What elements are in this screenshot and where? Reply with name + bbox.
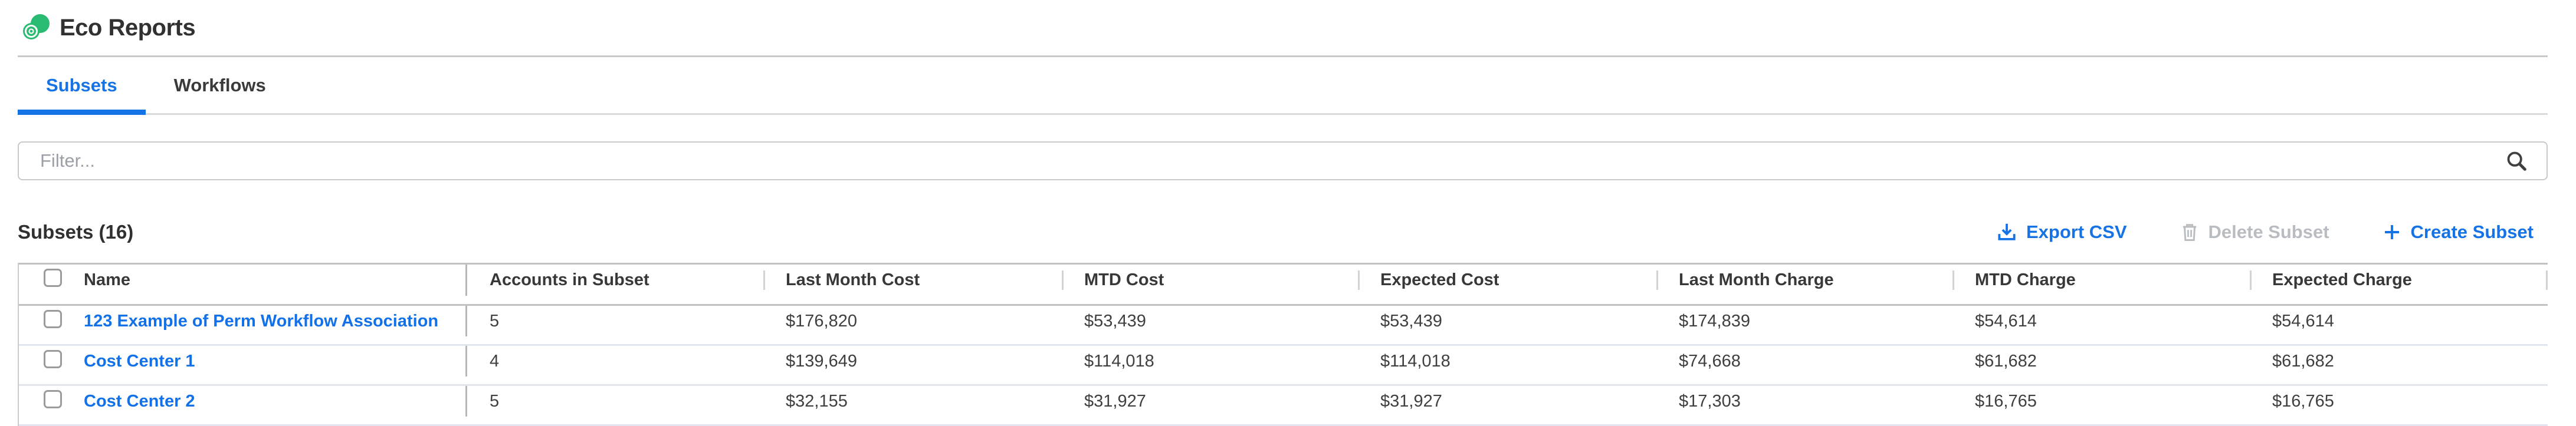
row-checkbox[interactable] — [44, 349, 62, 368]
table-row: Cost Center 1 4 $139,649 $114,018 $114,0… — [19, 346, 2548, 386]
export-csv-label: Export CSV — [2026, 222, 2127, 242]
table-row: 123 Example of Perm Workflow Association… — [19, 306, 2548, 346]
table-header-row: Name Accounts in Subset Last Month Cost … — [19, 263, 2548, 306]
tab-subsets-label: Subsets — [46, 74, 117, 95]
tab-workflows[interactable]: Workflows — [146, 57, 294, 113]
mtd-charge-cell: $54,614 — [1975, 311, 2037, 331]
plus-icon — [2384, 225, 2399, 239]
tab-bar: Subsets Workflows — [18, 57, 2548, 115]
expected-charge-cell: $61,682 — [2272, 351, 2334, 371]
accounts-in-subset-cell: 5 — [465, 306, 763, 336]
last-month-cost-cell: $176,820 — [786, 311, 857, 331]
eco-reports-logo-icon — [23, 14, 50, 39]
expected-charge-cell: $54,614 — [2272, 311, 2334, 331]
column-header-last-month-charge[interactable]: Last Month Charge — [1656, 270, 1952, 290]
trash-icon — [2183, 224, 2196, 241]
subset-name-cell: Cost Center 2 — [78, 392, 465, 411]
last-month-cost-cell: $32,155 — [786, 391, 848, 411]
tab-subsets[interactable]: Subsets — [18, 57, 146, 115]
delete-subset-button[interactable]: Delete Subset — [2179, 222, 2329, 243]
delete-subset-label: Delete Subset — [2208, 222, 2329, 242]
page-container: Eco Reports Subsets Workflows Subsets (1… — [18, 0, 2548, 426]
column-header-expected-cost[interactable]: Expected Cost — [1358, 270, 1656, 290]
row-select-cell — [19, 389, 78, 413]
tab-workflows-label: Workflows — [173, 74, 266, 95]
row-select-cell — [19, 349, 78, 373]
last-month-charge-cell: $174,839 — [1679, 311, 1750, 331]
table-row: Cost Center 2 5 $32,155 $31,927 $31,927 … — [19, 386, 2548, 426]
subset-name-link[interactable]: Cost Center 2 — [84, 391, 195, 411]
column-header-mtd-charge[interactable]: MTD Charge — [1952, 270, 2250, 290]
export-csv-button[interactable]: Export CSV — [1996, 221, 2127, 243]
expected-cost-cell: $114,018 — [1380, 351, 1451, 371]
last-month-charge-cell: $17,303 — [1679, 391, 1741, 411]
app-header: Eco Reports — [18, 0, 2548, 57]
expected-cost-cell: $53,439 — [1380, 311, 1442, 331]
subset-name-link[interactable]: 123 Example of Perm Workflow Association — [84, 311, 439, 331]
expected-cost-cell: $31,927 — [1380, 391, 1442, 411]
select-all-checkbox[interactable] — [44, 269, 62, 287]
subset-name-cell: 123 Example of Perm Workflow Association — [78, 312, 465, 331]
subsets-table: Name Accounts in Subset Last Month Cost … — [18, 263, 2548, 426]
create-subset-label: Create Subset — [2410, 222, 2534, 242]
create-subset-button[interactable]: Create Subset — [2381, 222, 2534, 243]
mtd-charge-cell: $16,765 — [1975, 391, 2037, 411]
section-title: Subsets (16) — [18, 221, 134, 243]
row-checkbox[interactable] — [44, 389, 62, 408]
column-header-name[interactable]: Name — [84, 270, 130, 289]
accounts-in-subset-cell: 5 — [465, 386, 763, 417]
column-header-accounts-in-subset[interactable]: Accounts in Subset — [465, 265, 763, 296]
subset-name-link[interactable]: Cost Center 1 — [84, 351, 195, 371]
search-icon[interactable] — [2504, 148, 2529, 173]
column-header-mtd-cost[interactable]: MTD Cost — [1062, 270, 1358, 290]
row-select-cell — [19, 309, 78, 333]
last-month-cost-cell: $139,649 — [786, 351, 857, 371]
mtd-cost-cell: $114,018 — [1084, 351, 1154, 371]
filter-input[interactable] — [18, 141, 2548, 180]
column-header-expected-charge[interactable]: Expected Charge — [2250, 270, 2548, 290]
mtd-charge-cell: $61,682 — [1975, 351, 2037, 371]
filter-bar — [18, 141, 2548, 180]
page-title: Eco Reports — [60, 14, 196, 41]
actions-toolbar: Export CSV Delete Subset Create Subset — [1996, 221, 2548, 243]
mtd-cost-cell: $53,439 — [1084, 311, 1146, 331]
select-all-cell — [19, 269, 78, 292]
subset-name-cell: Cost Center 1 — [78, 352, 465, 371]
row-checkbox[interactable] — [44, 309, 62, 328]
accounts-in-subset-cell: 4 — [465, 346, 763, 377]
column-header-last-month-cost[interactable]: Last Month Cost — [763, 270, 1062, 290]
subsets-section-header: Subsets (16) Export CSV Delete Sub — [18, 217, 2548, 247]
expected-charge-cell: $16,765 — [2272, 391, 2334, 411]
last-month-charge-cell: $74,668 — [1679, 351, 1741, 371]
mtd-cost-cell: $31,927 — [1084, 391, 1146, 411]
download-icon — [1998, 223, 2016, 240]
